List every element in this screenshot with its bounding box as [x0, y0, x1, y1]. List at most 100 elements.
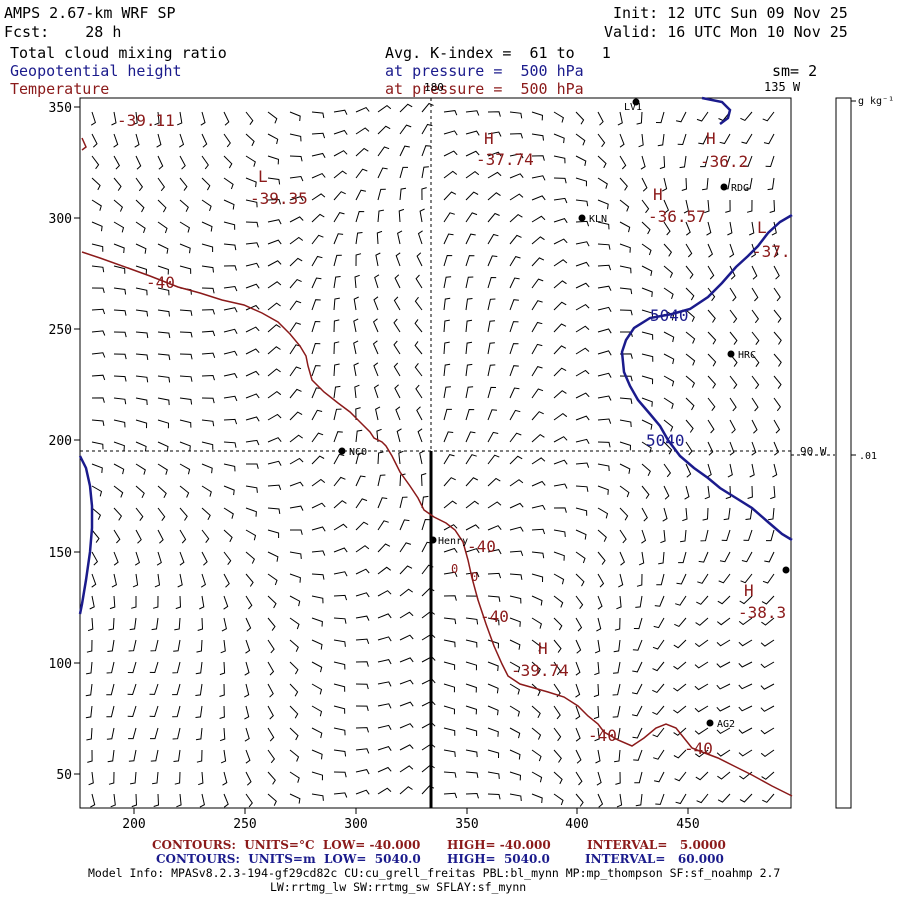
station-ag2-marker: [706, 719, 714, 727]
wind-barb: [443, 639, 456, 648]
wind-barb: [614, 749, 621, 763]
wind-barb: [333, 233, 344, 245]
lon-180-label: 180: [424, 81, 444, 94]
wind-barb: [553, 345, 567, 355]
footer-model-info: Model Info: MPASv8.2.3-194-gf29cd82c CU:…: [88, 866, 781, 880]
wind-barb: [634, 771, 643, 784]
wind-barb: [377, 724, 392, 730]
smoothing-value: sm= 2: [772, 62, 818, 80]
wind-barb: [729, 309, 738, 324]
wind-barb: [443, 595, 457, 601]
wind-barb: [553, 727, 562, 742]
wind-barb: [223, 418, 238, 425]
wind-barb: [113, 507, 123, 521]
wind-barb: [414, 362, 423, 377]
wind-barb: [333, 683, 346, 692]
wind-barb: [267, 771, 276, 785]
wind-barb: [399, 145, 410, 157]
wind-barb: [487, 131, 502, 137]
wind-barb: [704, 485, 710, 500]
wind-barb: [399, 744, 414, 751]
wind-barb: [289, 257, 303, 267]
wind-barb: [113, 485, 124, 498]
wind-barb: [333, 297, 340, 311]
wind-barb: [200, 573, 206, 588]
wind-barb: [91, 463, 103, 473]
wind-barb: [223, 221, 236, 230]
wind-barb: [509, 277, 520, 289]
y-tick-300: 300: [49, 212, 72, 227]
wind-barb: [443, 386, 451, 399]
wind-barb: [443, 319, 450, 333]
wind-barb: [761, 771, 775, 780]
wind-barb: [195, 683, 203, 696]
wind-barb: [531, 573, 544, 583]
wind-barb: [443, 212, 455, 223]
wind-barb: [91, 397, 105, 403]
wind-barb: [289, 434, 303, 443]
wind-barb: [417, 428, 423, 443]
wind-barb: [289, 411, 303, 421]
wind-barb: [289, 216, 304, 223]
wind-barb: [707, 441, 714, 456]
wind-barb: [135, 177, 144, 192]
wind-barb: [397, 230, 403, 245]
wind-barb: [89, 595, 95, 610]
field-cloud-mixing: Total cloud mixing ratio: [10, 44, 227, 62]
wind-barb: [685, 331, 696, 344]
wind-barb: [174, 617, 181, 631]
wind-barb: [377, 766, 392, 773]
wind-barb: [85, 705, 93, 719]
wind-barb: [91, 330, 106, 336]
wind-barb: [267, 705, 274, 720]
wind-barb: [619, 265, 632, 274]
wind-barb: [509, 111, 523, 119]
wind-barb: [531, 155, 545, 161]
wind-barb: [769, 199, 776, 213]
wind-barb: [575, 595, 584, 610]
wind-barb: [421, 495, 429, 509]
wind-barb: [531, 793, 543, 804]
wind-barb: [679, 155, 687, 169]
wind-barb: [157, 463, 168, 475]
wind-barb: [738, 727, 753, 734]
wind-barb: [597, 395, 612, 401]
wind-barb: [773, 331, 782, 345]
x-tick-300: 300: [344, 817, 367, 832]
wind-barb: [393, 318, 401, 333]
wind-barb: [553, 197, 568, 204]
wind-barb: [245, 485, 258, 493]
wind-barb: [157, 199, 167, 213]
wind-barb: [738, 683, 753, 690]
wind-barb: [465, 255, 475, 267]
wind-barb: [509, 173, 524, 179]
wind-barb: [487, 749, 500, 759]
wind-barb: [767, 177, 775, 191]
wind-barb: [107, 639, 115, 652]
wind-barb: [311, 255, 323, 267]
wind-barb: [355, 521, 369, 531]
wind-barb: [641, 243, 652, 256]
wind-barb: [355, 168, 368, 179]
wind-barb: [531, 551, 545, 559]
wind-barb: [465, 212, 478, 223]
wind-barb: [135, 397, 148, 406]
wind-barb: [770, 485, 776, 500]
wind-barb: [443, 705, 456, 715]
wind-barb: [597, 595, 603, 610]
wind-barb: [465, 110, 480, 116]
wind-barb: [91, 352, 106, 358]
wind-barb: [443, 233, 454, 245]
wind-barb: [421, 102, 434, 113]
wind-barb: [487, 727, 499, 737]
wind-barb: [762, 573, 775, 584]
wind-barb: [553, 111, 564, 123]
wind-barb: [311, 132, 326, 139]
wind-barb: [553, 705, 561, 720]
wind-barb: [553, 483, 568, 489]
height-label-5040-a: 5040: [650, 306, 689, 325]
wind-barb: [267, 302, 281, 311]
wind-barb: [179, 441, 191, 451]
wind-barb: [113, 551, 119, 566]
wind-barb: [157, 243, 169, 254]
